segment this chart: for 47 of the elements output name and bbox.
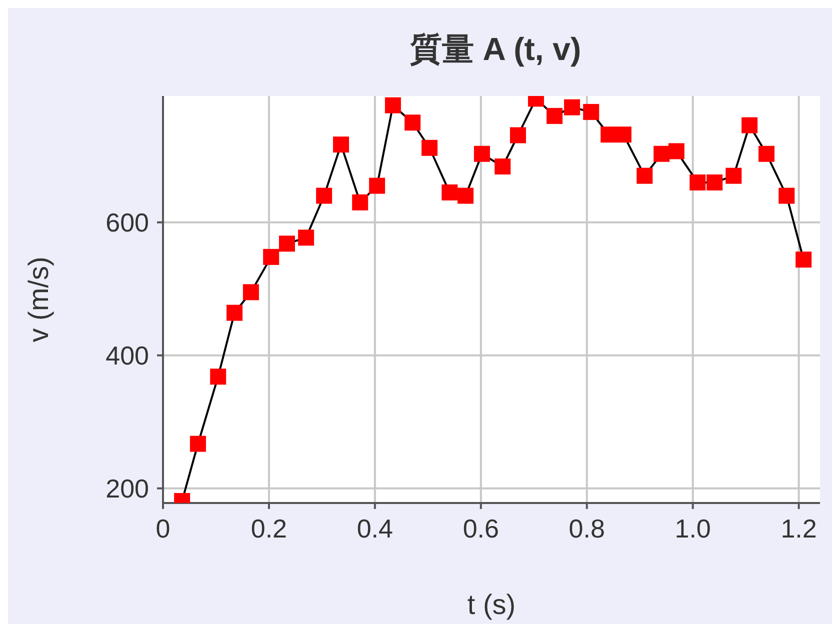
x-tick-label: 0.6 — [462, 513, 499, 544]
point — [690, 174, 706, 190]
point — [583, 104, 600, 120]
y-tick-label: 400 — [106, 340, 149, 371]
x-tick-label: 0 — [156, 513, 170, 544]
point — [384, 97, 401, 114]
point — [600, 126, 617, 143]
x-axis-title: t (s) — [467, 589, 516, 620]
point — [352, 194, 368, 210]
point — [510, 127, 526, 144]
point — [263, 248, 280, 265]
x-tick-label: 1.0 — [674, 513, 711, 544]
point — [796, 252, 812, 268]
point — [190, 436, 206, 452]
point — [316, 188, 332, 204]
point — [546, 108, 563, 124]
chart-title: 質量 A (t, v) — [408, 30, 582, 69]
x-tick-label: 0.2 — [250, 513, 288, 544]
y-axis-title: v (m/s) — [22, 256, 54, 342]
point — [636, 168, 653, 184]
point — [278, 236, 295, 252]
point — [369, 178, 386, 194]
point — [758, 146, 774, 162]
point — [474, 146, 490, 162]
point — [422, 140, 438, 156]
point — [333, 136, 350, 153]
point — [778, 188, 795, 204]
point — [226, 304, 243, 321]
point — [742, 117, 758, 134]
point — [706, 174, 723, 190]
y-tick-label: 200 — [106, 474, 149, 504]
point — [668, 143, 684, 160]
point — [210, 368, 226, 385]
point — [404, 114, 421, 131]
y-tick-label: 600 — [106, 208, 149, 238]
point — [494, 158, 511, 174]
point — [726, 168, 742, 184]
point — [564, 99, 580, 116]
point — [242, 284, 259, 300]
x-tick-label: 0.4 — [356, 513, 394, 544]
x-tick-label: 1.2 — [780, 513, 817, 544]
x-tick-label: 0.8 — [568, 513, 605, 544]
point — [615, 126, 632, 143]
point — [654, 146, 670, 162]
point — [442, 184, 458, 200]
point — [458, 188, 474, 204]
point — [298, 230, 314, 246]
